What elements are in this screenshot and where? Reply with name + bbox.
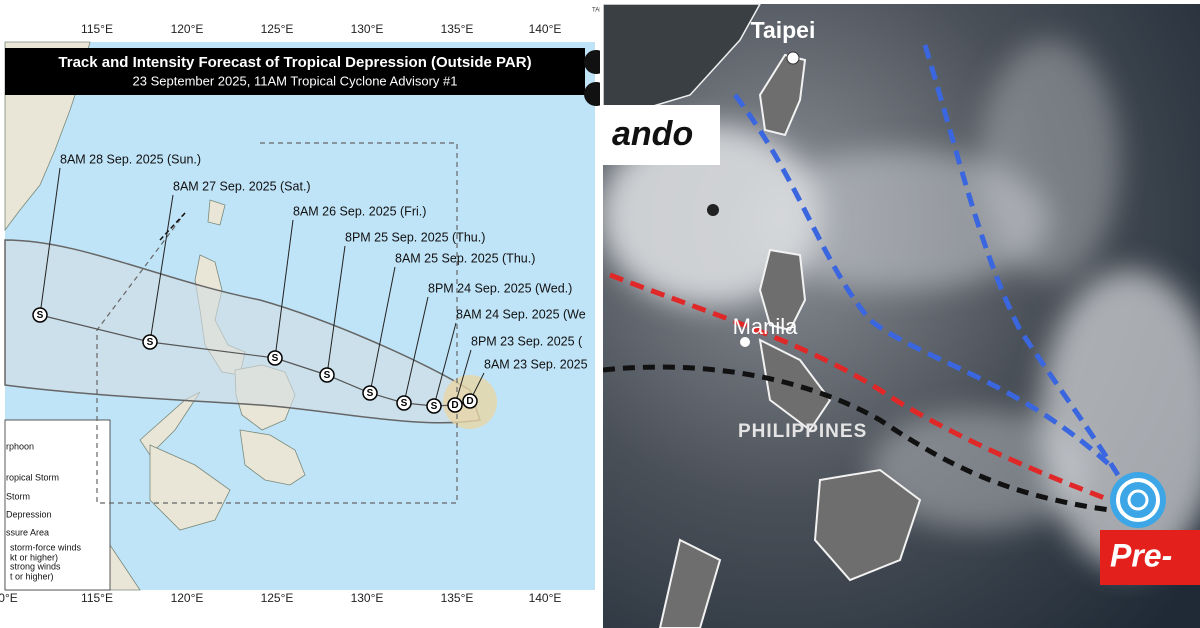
land-north <box>603 4 761 131</box>
track-marker-label: D <box>451 400 458 411</box>
track-label: 8PM 24 Sep. 2025 (Wed.) <box>428 281 572 295</box>
longitude-labels-top: 115°E 120°E 125°E 130°E 135°E 140°E <box>81 22 561 36</box>
country-label: PHILIPPINES <box>738 421 867 442</box>
track-label: 8PM 25 Sep. 2025 (Thu.) <box>345 230 485 244</box>
longitude-label: 135°E <box>441 591 474 605</box>
leader-line <box>369 266 396 394</box>
longitude-label: 130°E <box>351 591 384 605</box>
track-marker-label: S <box>401 398 408 409</box>
longitude-labels-bottom: 0°E 115°E 120°E 125°E 130°E 135°E 140°E <box>0 591 561 605</box>
corner-label: TAI <box>592 8 601 14</box>
longitude-label: 135°E <box>441 22 474 36</box>
track-marker-label: S <box>272 353 279 364</box>
legend-label: t or higher) <box>10 571 54 581</box>
leader-line <box>149 194 174 343</box>
track-marker <box>267 350 283 366</box>
legend-label: strong winds <box>10 561 61 571</box>
city-marker <box>786 51 800 65</box>
legend-label: Storm <box>6 491 30 501</box>
track-black <box>603 364 1111 513</box>
title-bar <box>5 48 585 95</box>
cyclone-icon <box>1110 472 1166 528</box>
legend-label: ssure Area <box>6 527 49 537</box>
track-label: 8AM 27 Sep. 2025 (Sat.) <box>173 179 311 193</box>
longitude-label: 130°E <box>351 22 384 36</box>
legend-box <box>4 419 111 591</box>
legend-label: Depression <box>6 509 52 519</box>
divider <box>600 0 603 628</box>
track-label: 8AM 23 Sep. 2025 <box>484 357 588 371</box>
track-label: 8PM 23 Sep. 2025 ( <box>471 334 583 348</box>
storm-name: ando <box>612 115 693 153</box>
track-marker-label: S <box>37 310 44 321</box>
legend-label: storm-force winds <box>10 542 82 552</box>
track-marker <box>396 395 412 411</box>
track-label: 8AM 24 Sep. 2025 (We <box>456 307 586 321</box>
legend: rphoon ropical Storm Storm Depression ssure … <box>6 441 82 581</box>
track-marker <box>319 367 335 383</box>
longitude-label: 125°E <box>261 22 294 36</box>
longitude-label: 115°E <box>81 591 113 605</box>
par-boundary-dark <box>159 212 186 241</box>
leader-line <box>403 296 429 404</box>
city-label: Manila <box>733 314 799 339</box>
land <box>658 53 922 628</box>
city-marker <box>740 337 750 347</box>
track-marker-label: S <box>324 370 331 381</box>
legend-label: rphoon <box>6 441 34 451</box>
par-boundary <box>96 142 458 504</box>
track-markers: S S S S S S S D D <box>32 307 478 414</box>
storm-name-box <box>603 105 720 165</box>
leader-line <box>39 167 61 316</box>
leader-line <box>326 245 346 376</box>
track-labels: 8AM 28 Sep. 2025 (Sun.) 8AM 27 Sep. 2025 … <box>60 152 588 371</box>
track-marker-label: S <box>367 388 374 399</box>
satellite-image: Taipei ando Manila PHILIPPINES Pre- <box>603 4 1200 628</box>
city-label: Taipei <box>751 17 816 43</box>
track-leaders <box>39 167 485 407</box>
forecast-map: S S S S S S S D D 8AM 28 Sep. 2025 (Sun.) 8AM 27 … <box>0 7 601 606</box>
track-marker <box>426 398 442 414</box>
longitude-label: 120°E <box>171 591 204 605</box>
leader-line <box>433 322 457 407</box>
track-label: 8AM 28 Sep. 2025 (Sun.) <box>60 152 201 166</box>
legend-label: ropical Storm <box>6 472 59 482</box>
track-marker <box>447 397 463 413</box>
track-blue-2 <box>922 44 1121 477</box>
track-marker-label: D <box>466 396 473 407</box>
track-marker <box>142 334 158 350</box>
longitude-label: 140°E <box>529 591 562 605</box>
track-marker-label: S <box>431 401 438 412</box>
longitude-label: 115°E <box>81 22 113 36</box>
leader-line <box>454 349 472 406</box>
map-title: Track and Intensity Forecast of Tropical… <box>58 54 531 71</box>
longitude-label: 0°E <box>0 591 18 605</box>
track-blue-1 <box>733 93 1117 472</box>
longitude-label: 140°E <box>529 22 562 36</box>
icon <box>584 50 600 74</box>
longitude-label: 125°E <box>261 591 294 605</box>
badge-label: Pre- <box>1110 537 1172 573</box>
legend-label: kt or higher) <box>10 552 58 562</box>
leader-line <box>274 219 294 359</box>
track-label: 8AM 25 Sep. 2025 (Thu.) <box>395 251 535 265</box>
track-marker <box>362 385 378 401</box>
map-subtitle: 23 September 2025, 11AM Tropical Cyclone… <box>133 73 458 88</box>
badge-box <box>1100 530 1200 585</box>
track-marker <box>32 307 48 323</box>
track-marker <box>462 393 478 409</box>
track-marker-label: S <box>147 337 154 348</box>
track-label: 8AM 26 Sep. 2025 (Fri.) <box>293 204 426 218</box>
typhoon-eye <box>707 204 719 216</box>
icon <box>584 82 600 106</box>
track-red <box>609 272 1111 503</box>
longitude-label: 120°E <box>171 22 204 36</box>
